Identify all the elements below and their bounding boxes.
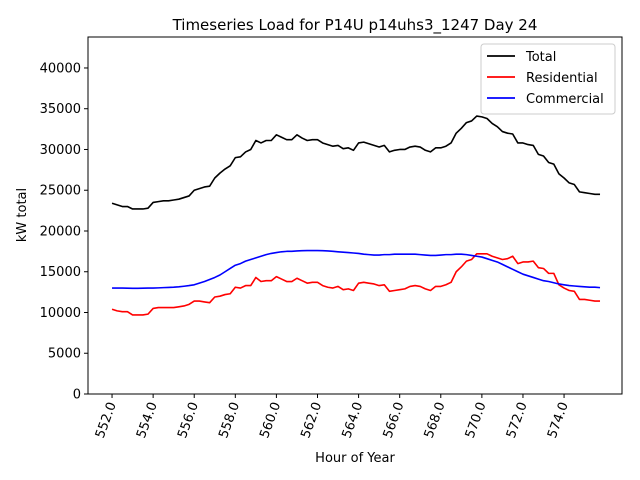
legend-label-commercial: Commercial bbox=[526, 92, 604, 107]
y-axis: 0 5000 10000 15000 20000 25000 30000 35000 40000 bbox=[40, 61, 88, 403]
y-tick-label: 40000 bbox=[40, 61, 81, 76]
y-tick-label: 0 bbox=[73, 388, 81, 403]
y-tick-label: 15000 bbox=[40, 265, 81, 280]
series-line-residential bbox=[111, 253, 601, 316]
legend-box bbox=[480, 43, 616, 115]
y-tick-label: 5000 bbox=[48, 347, 81, 362]
legend-label-residential: Residential bbox=[526, 71, 598, 86]
legend-label-total: Total bbox=[525, 50, 556, 65]
y-axis-label: kW total bbox=[15, 188, 30, 242]
y-tick-label: 10000 bbox=[40, 306, 81, 321]
series-line-total bbox=[111, 115, 601, 210]
y-tick-label: 20000 bbox=[40, 224, 81, 239]
series-line-commercial bbox=[112, 249, 601, 290]
y-tick-label: 35000 bbox=[40, 102, 81, 117]
series-lines bbox=[111, 115, 601, 316]
y-tick-label: 30000 bbox=[40, 143, 81, 158]
y-tick-label: 25000 bbox=[40, 184, 81, 199]
plot-frame bbox=[87, 36, 623, 395]
x-axis-label: Hour of Year bbox=[315, 451, 395, 466]
legend: Total Residential Commercial bbox=[480, 43, 616, 115]
chart-title: Timeseries Load for P14U p14uhs3_1247 Da… bbox=[172, 16, 538, 35]
